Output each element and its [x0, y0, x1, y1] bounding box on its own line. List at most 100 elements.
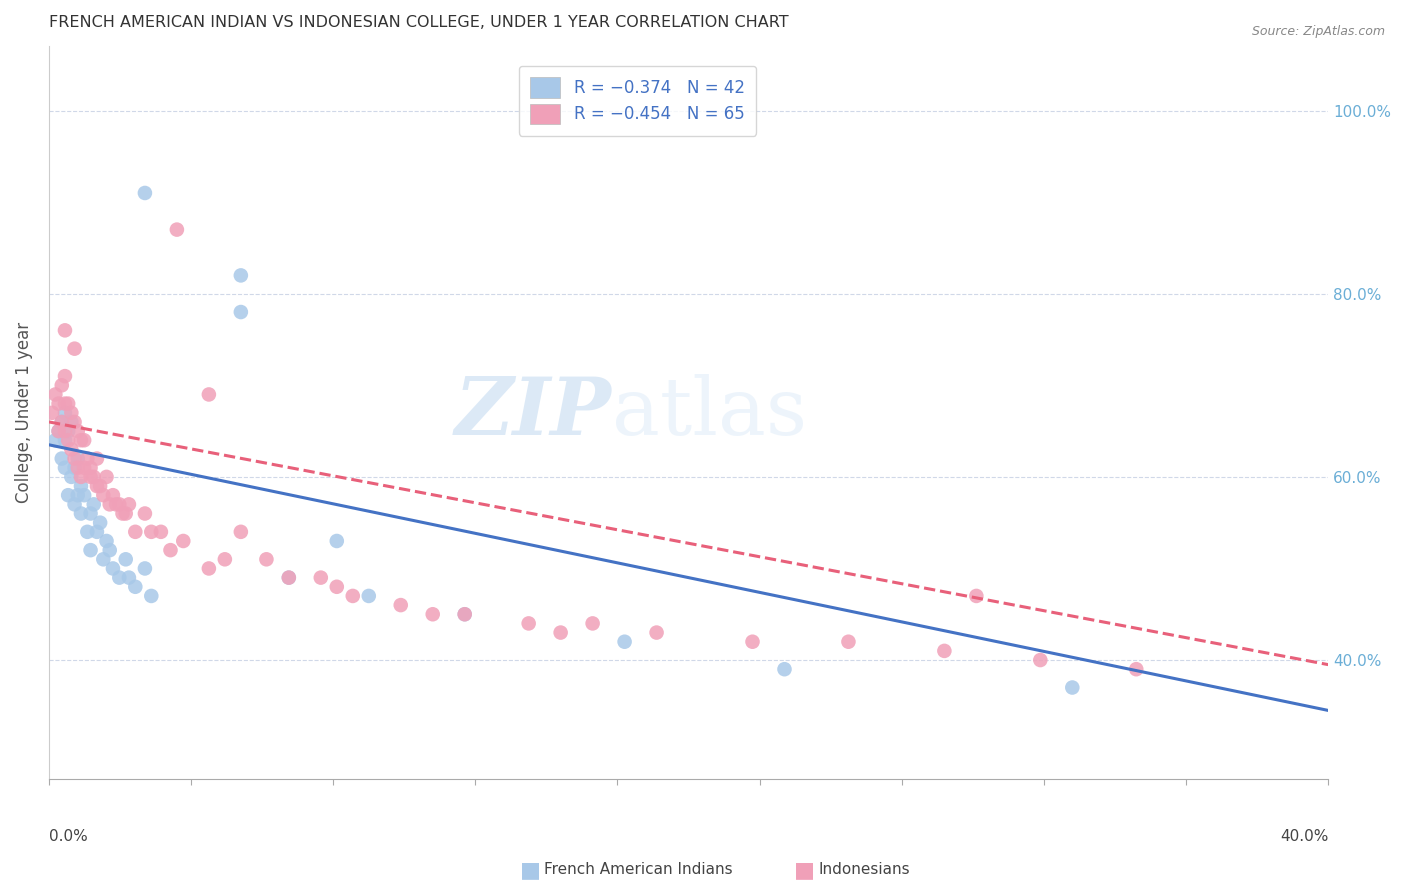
- Point: [517, 616, 540, 631]
- Point: [309, 571, 332, 585]
- Point: [1125, 662, 1147, 676]
- Point: [111, 507, 134, 521]
- Point: [277, 571, 299, 585]
- Point: [101, 488, 124, 502]
- Point: [56, 488, 79, 502]
- Point: [229, 524, 252, 539]
- Point: [79, 460, 101, 475]
- Point: [773, 662, 796, 676]
- Text: 0.0%: 0.0%: [49, 830, 87, 845]
- Point: [73, 488, 96, 502]
- Point: [454, 607, 477, 622]
- Point: [86, 479, 108, 493]
- Point: [229, 305, 252, 319]
- Point: [254, 552, 277, 566]
- Text: ZIP: ZIP: [456, 374, 612, 451]
- Point: [89, 479, 111, 493]
- Point: [60, 442, 83, 457]
- Point: [70, 434, 93, 448]
- Point: [159, 543, 181, 558]
- Point: [277, 571, 299, 585]
- Point: [326, 533, 349, 548]
- Point: [76, 524, 98, 539]
- Point: [91, 488, 114, 502]
- Point: [48, 424, 70, 438]
- Point: [66, 488, 89, 502]
- Point: [51, 378, 73, 392]
- Point: [60, 470, 83, 484]
- Point: [134, 186, 156, 200]
- Point: [357, 589, 380, 603]
- Point: [86, 451, 108, 466]
- Point: [114, 552, 136, 566]
- Point: [98, 497, 121, 511]
- Point: [581, 616, 603, 631]
- Point: [96, 533, 118, 548]
- Text: FRENCH AMERICAN INDIAN VS INDONESIAN COLLEGE, UNDER 1 YEAR CORRELATION CHART: FRENCH AMERICAN INDIAN VS INDONESIAN COL…: [49, 15, 789, 30]
- Point: [118, 497, 141, 511]
- Text: Indonesians: Indonesians: [818, 863, 910, 877]
- Point: [79, 507, 101, 521]
- Point: [51, 451, 73, 466]
- Point: [53, 424, 76, 438]
- Point: [198, 387, 221, 401]
- Point: [114, 507, 136, 521]
- Point: [326, 580, 349, 594]
- Point: [63, 497, 86, 511]
- Point: [51, 415, 73, 429]
- Text: ■: ■: [794, 860, 815, 880]
- Point: [56, 434, 79, 448]
- Point: [229, 268, 252, 283]
- Legend: R = −0.374   N = 42, R = −0.454   N = 65: R = −0.374 N = 42, R = −0.454 N = 65: [519, 66, 756, 136]
- Point: [118, 571, 141, 585]
- Point: [96, 470, 118, 484]
- Point: [613, 634, 636, 648]
- Point: [51, 415, 73, 429]
- Point: [63, 460, 86, 475]
- Point: [105, 497, 128, 511]
- Text: French American Indians: French American Indians: [544, 863, 733, 877]
- Point: [934, 644, 956, 658]
- Point: [73, 460, 96, 475]
- Point: [41, 406, 63, 420]
- Point: [66, 451, 89, 466]
- Point: [98, 543, 121, 558]
- Point: [141, 524, 163, 539]
- Point: [44, 387, 66, 401]
- Point: [53, 460, 76, 475]
- Point: [141, 589, 163, 603]
- Point: [91, 552, 114, 566]
- Point: [86, 524, 108, 539]
- Text: 40.0%: 40.0%: [1279, 830, 1329, 845]
- Point: [63, 342, 86, 356]
- Point: [63, 415, 86, 429]
- Point: [79, 543, 101, 558]
- Point: [53, 369, 76, 384]
- Point: [89, 516, 111, 530]
- Point: [1062, 681, 1084, 695]
- Point: [214, 552, 236, 566]
- Point: [645, 625, 668, 640]
- Point: [60, 415, 83, 429]
- Point: [66, 424, 89, 438]
- Point: [73, 434, 96, 448]
- Point: [198, 561, 221, 575]
- Point: [83, 470, 105, 484]
- Point: [389, 598, 412, 612]
- Point: [172, 533, 194, 548]
- Point: [56, 396, 79, 410]
- Point: [124, 524, 146, 539]
- Point: [134, 507, 156, 521]
- Y-axis label: College, Under 1 year: College, Under 1 year: [15, 322, 32, 503]
- Point: [70, 470, 93, 484]
- Text: ■: ■: [520, 860, 541, 880]
- Point: [837, 634, 859, 648]
- Point: [166, 222, 188, 236]
- Point: [124, 580, 146, 594]
- Point: [422, 607, 444, 622]
- Point: [44, 434, 66, 448]
- Point: [108, 571, 131, 585]
- Point: [134, 561, 156, 575]
- Point: [53, 434, 76, 448]
- Point: [149, 524, 172, 539]
